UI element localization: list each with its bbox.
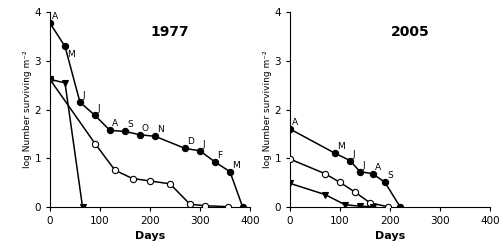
Text: S: S xyxy=(127,121,133,129)
Text: A: A xyxy=(292,118,298,127)
Text: J: J xyxy=(352,150,354,159)
Text: J: J xyxy=(362,161,364,170)
Text: J: J xyxy=(82,91,84,100)
X-axis label: Days: Days xyxy=(375,231,405,241)
Text: J: J xyxy=(97,104,100,114)
Y-axis label: log Number surviving m⁻²: log Number surviving m⁻² xyxy=(262,51,272,168)
Text: A: A xyxy=(52,12,58,21)
Text: M: M xyxy=(232,161,240,170)
Y-axis label: log Number surviving m⁻²: log Number surviving m⁻² xyxy=(22,51,32,168)
Text: A: A xyxy=(112,120,118,128)
Text: M: M xyxy=(68,50,75,59)
Text: O: O xyxy=(142,124,149,133)
Text: 1977: 1977 xyxy=(150,25,190,39)
Text: D: D xyxy=(187,137,194,146)
Text: M: M xyxy=(337,142,345,151)
Text: A: A xyxy=(374,163,380,172)
Text: N: N xyxy=(157,125,164,134)
Text: S: S xyxy=(387,172,393,181)
Text: 2005: 2005 xyxy=(390,25,430,39)
Text: J: J xyxy=(202,140,204,149)
Text: F: F xyxy=(217,151,222,160)
X-axis label: Days: Days xyxy=(135,231,165,241)
